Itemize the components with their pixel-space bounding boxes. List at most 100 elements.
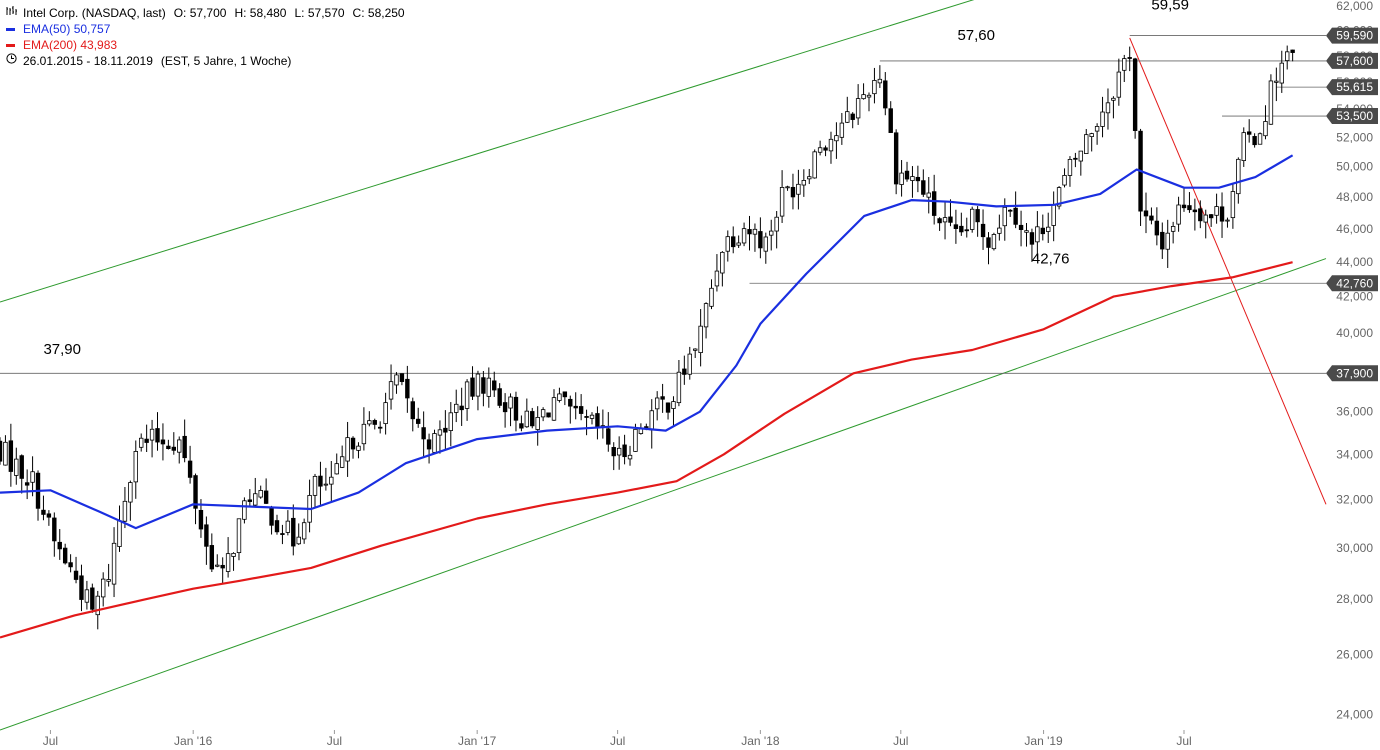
y-tick-label: 50,000 bbox=[1336, 160, 1373, 174]
candle-body bbox=[269, 507, 274, 526]
candle-body bbox=[100, 578, 106, 598]
price-box: 42,760 bbox=[1326, 275, 1378, 292]
candle-body bbox=[546, 412, 551, 418]
candle-body bbox=[19, 455, 24, 479]
instrument-name: Intel Corp. (NASDAQ, last) bbox=[23, 6, 166, 20]
candle-body bbox=[616, 447, 622, 456]
candle-body bbox=[139, 437, 144, 448]
ema200-value: 43,983 bbox=[80, 38, 118, 52]
candle-body bbox=[736, 242, 741, 246]
candle-body bbox=[910, 176, 915, 181]
candle-body bbox=[296, 536, 301, 545]
candle-body bbox=[79, 575, 84, 600]
candle-body bbox=[475, 373, 481, 397]
candle-body bbox=[817, 147, 823, 153]
candle-body bbox=[861, 94, 866, 100]
candle-body bbox=[57, 541, 62, 550]
candle-body bbox=[1029, 232, 1035, 245]
candle-body bbox=[367, 420, 372, 425]
candle-body bbox=[1149, 215, 1154, 221]
ema200-label: EMA(200) bbox=[23, 38, 78, 52]
candle-body bbox=[171, 446, 176, 451]
candle-body bbox=[1154, 220, 1160, 236]
candle-body bbox=[578, 406, 584, 414]
candle-body bbox=[258, 490, 263, 498]
candle-body bbox=[464, 381, 470, 409]
candle-body bbox=[426, 439, 432, 450]
candle-body bbox=[383, 402, 388, 425]
candle-body bbox=[606, 428, 611, 445]
y-tick-label: 40,000 bbox=[1336, 326, 1373, 340]
candle-body bbox=[834, 135, 839, 142]
candle-body bbox=[274, 520, 280, 533]
candle-body bbox=[24, 482, 30, 486]
candle-body bbox=[84, 589, 90, 603]
candle-body bbox=[1040, 227, 1045, 235]
price-box: 55,615 bbox=[1326, 79, 1378, 96]
candle-body bbox=[377, 426, 383, 429]
candle-body bbox=[470, 377, 475, 397]
ema50-line bbox=[0, 154, 1294, 530]
candle-body bbox=[508, 396, 513, 409]
ohlc-low-label: L: bbox=[294, 6, 305, 20]
candle-body bbox=[416, 418, 421, 424]
candle-body bbox=[731, 236, 736, 248]
candle-body bbox=[1089, 133, 1094, 138]
candle-body bbox=[1116, 71, 1122, 98]
price-box: 53,500 bbox=[1326, 108, 1378, 125]
candle-body bbox=[540, 409, 546, 418]
candle-body bbox=[133, 451, 138, 483]
y-tick-label: 42,000 bbox=[1336, 290, 1373, 304]
candle-body bbox=[709, 287, 714, 307]
candle-body bbox=[95, 595, 100, 616]
price-box-label: 55,615 bbox=[1336, 80, 1373, 94]
candle-body bbox=[345, 437, 350, 462]
candle-body bbox=[513, 396, 519, 421]
x-tick-label: Jan '17 bbox=[458, 734, 497, 748]
price-box-bg bbox=[1326, 108, 1378, 125]
price-box: 37,900 bbox=[1326, 365, 1378, 382]
candle-body bbox=[1263, 121, 1268, 137]
candle-body bbox=[1127, 57, 1132, 59]
candle-body bbox=[828, 138, 834, 152]
candle-body bbox=[356, 445, 361, 451]
candle-body bbox=[1100, 111, 1105, 127]
price-box-label: 59,590 bbox=[1336, 29, 1373, 43]
candle-body bbox=[703, 303, 709, 328]
candle-body bbox=[687, 353, 692, 375]
candle-body bbox=[399, 373, 405, 382]
candle-body bbox=[769, 230, 774, 236]
candle-body bbox=[763, 236, 769, 252]
ema50-value: 50,757 bbox=[73, 22, 111, 36]
upper-channel-line bbox=[0, 0, 975, 303]
candle-body bbox=[790, 186, 796, 198]
candle-body bbox=[350, 437, 356, 450]
candle-body bbox=[519, 423, 524, 429]
candle-body bbox=[692, 348, 698, 351]
candle-body bbox=[926, 192, 931, 198]
level-annotation: 37,90 bbox=[43, 341, 81, 358]
chart-icon bbox=[6, 5, 20, 21]
candle-body bbox=[220, 564, 225, 569]
candle-body bbox=[774, 216, 779, 232]
candle-body bbox=[481, 377, 486, 394]
candle-body bbox=[568, 398, 573, 407]
candle-body bbox=[649, 410, 654, 431]
candle-body bbox=[747, 229, 752, 235]
candle-body bbox=[432, 433, 437, 453]
candle-body bbox=[557, 393, 562, 401]
candle-body bbox=[872, 80, 877, 95]
candle-body bbox=[535, 417, 540, 430]
candle-body bbox=[671, 401, 676, 409]
candle-body bbox=[497, 388, 502, 406]
candle-body bbox=[589, 414, 595, 419]
legend-ema50-row: EMA(50) 50,757 bbox=[6, 21, 405, 37]
candle-body bbox=[595, 413, 600, 428]
candle-body bbox=[301, 522, 307, 540]
price-box-label: 42,760 bbox=[1336, 276, 1373, 290]
candle-body bbox=[1225, 219, 1230, 222]
price-box: 59,590 bbox=[1326, 27, 1378, 44]
candle-body bbox=[1246, 131, 1252, 135]
candle-body bbox=[263, 490, 269, 504]
